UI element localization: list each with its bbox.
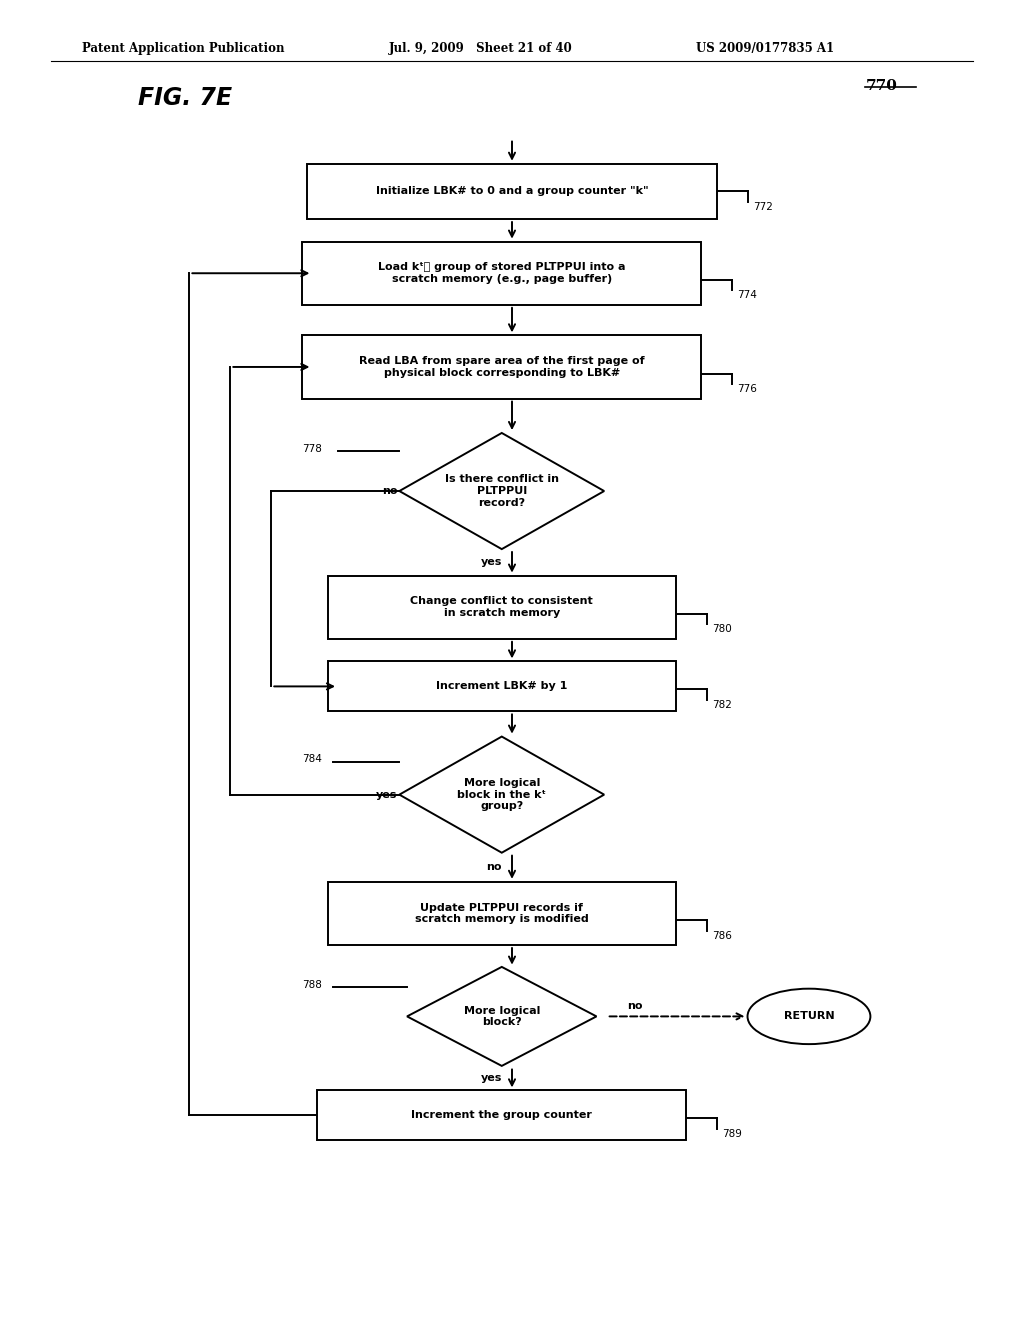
Text: Is there conflict in
PLTPPUI
record?: Is there conflict in PLTPPUI record? (444, 474, 559, 508)
Ellipse shape (748, 989, 870, 1044)
Text: 780: 780 (712, 624, 731, 635)
Text: RETURN: RETURN (783, 1011, 835, 1022)
FancyBboxPatch shape (302, 335, 701, 399)
FancyBboxPatch shape (302, 242, 701, 305)
Text: Jul. 9, 2009   Sheet 21 of 40: Jul. 9, 2009 Sheet 21 of 40 (389, 42, 572, 55)
Text: 772: 772 (753, 202, 772, 213)
Polygon shape (407, 966, 596, 1067)
FancyBboxPatch shape (307, 164, 717, 219)
Text: Read LBA from spare area of the first page of
physical block corresponding to LB: Read LBA from spare area of the first pa… (359, 356, 644, 378)
Text: 770: 770 (865, 79, 897, 94)
Text: US 2009/0177835 A1: US 2009/0177835 A1 (696, 42, 835, 55)
Polygon shape (399, 433, 604, 549)
Text: Change conflict to consistent
in scratch memory: Change conflict to consistent in scratch… (411, 597, 593, 618)
Text: 782: 782 (712, 700, 731, 710)
FancyBboxPatch shape (317, 1090, 686, 1140)
Text: Load kᵗ˰ group of stored PLTPPUI into a
scratch memory (e.g., page buffer): Load kᵗ˰ group of stored PLTPPUI into a … (378, 263, 626, 284)
Text: 776: 776 (737, 384, 757, 395)
Text: Initialize LBK# to 0 and a group counter "k": Initialize LBK# to 0 and a group counter… (376, 186, 648, 197)
Text: 789: 789 (722, 1129, 741, 1139)
Text: yes: yes (376, 789, 397, 800)
Text: Patent Application Publication: Patent Application Publication (82, 42, 285, 55)
Text: Increment the group counter: Increment the group counter (412, 1110, 592, 1121)
FancyBboxPatch shape (328, 661, 676, 711)
Text: no: no (627, 1001, 643, 1011)
Text: Update PLTPPUI records if
scratch memory is modified: Update PLTPPUI records if scratch memory… (415, 903, 589, 924)
Text: Increment LBK# by 1: Increment LBK# by 1 (436, 681, 567, 692)
Text: 774: 774 (737, 290, 757, 301)
FancyBboxPatch shape (328, 576, 676, 639)
Text: 786: 786 (712, 931, 731, 941)
Text: More logical
block in the kᵗ
group?: More logical block in the kᵗ group? (458, 777, 546, 812)
Polygon shape (399, 737, 604, 853)
Text: FIG. 7E: FIG. 7E (138, 86, 232, 110)
FancyBboxPatch shape (328, 882, 676, 945)
Text: no: no (486, 862, 502, 873)
Text: More logical
block?: More logical block? (464, 1006, 540, 1027)
Text: 788: 788 (302, 979, 322, 990)
Text: yes: yes (480, 1073, 502, 1084)
Text: 778: 778 (302, 444, 322, 454)
Text: yes: yes (480, 557, 502, 568)
Text: 784: 784 (302, 754, 322, 764)
Text: no: no (382, 486, 397, 496)
